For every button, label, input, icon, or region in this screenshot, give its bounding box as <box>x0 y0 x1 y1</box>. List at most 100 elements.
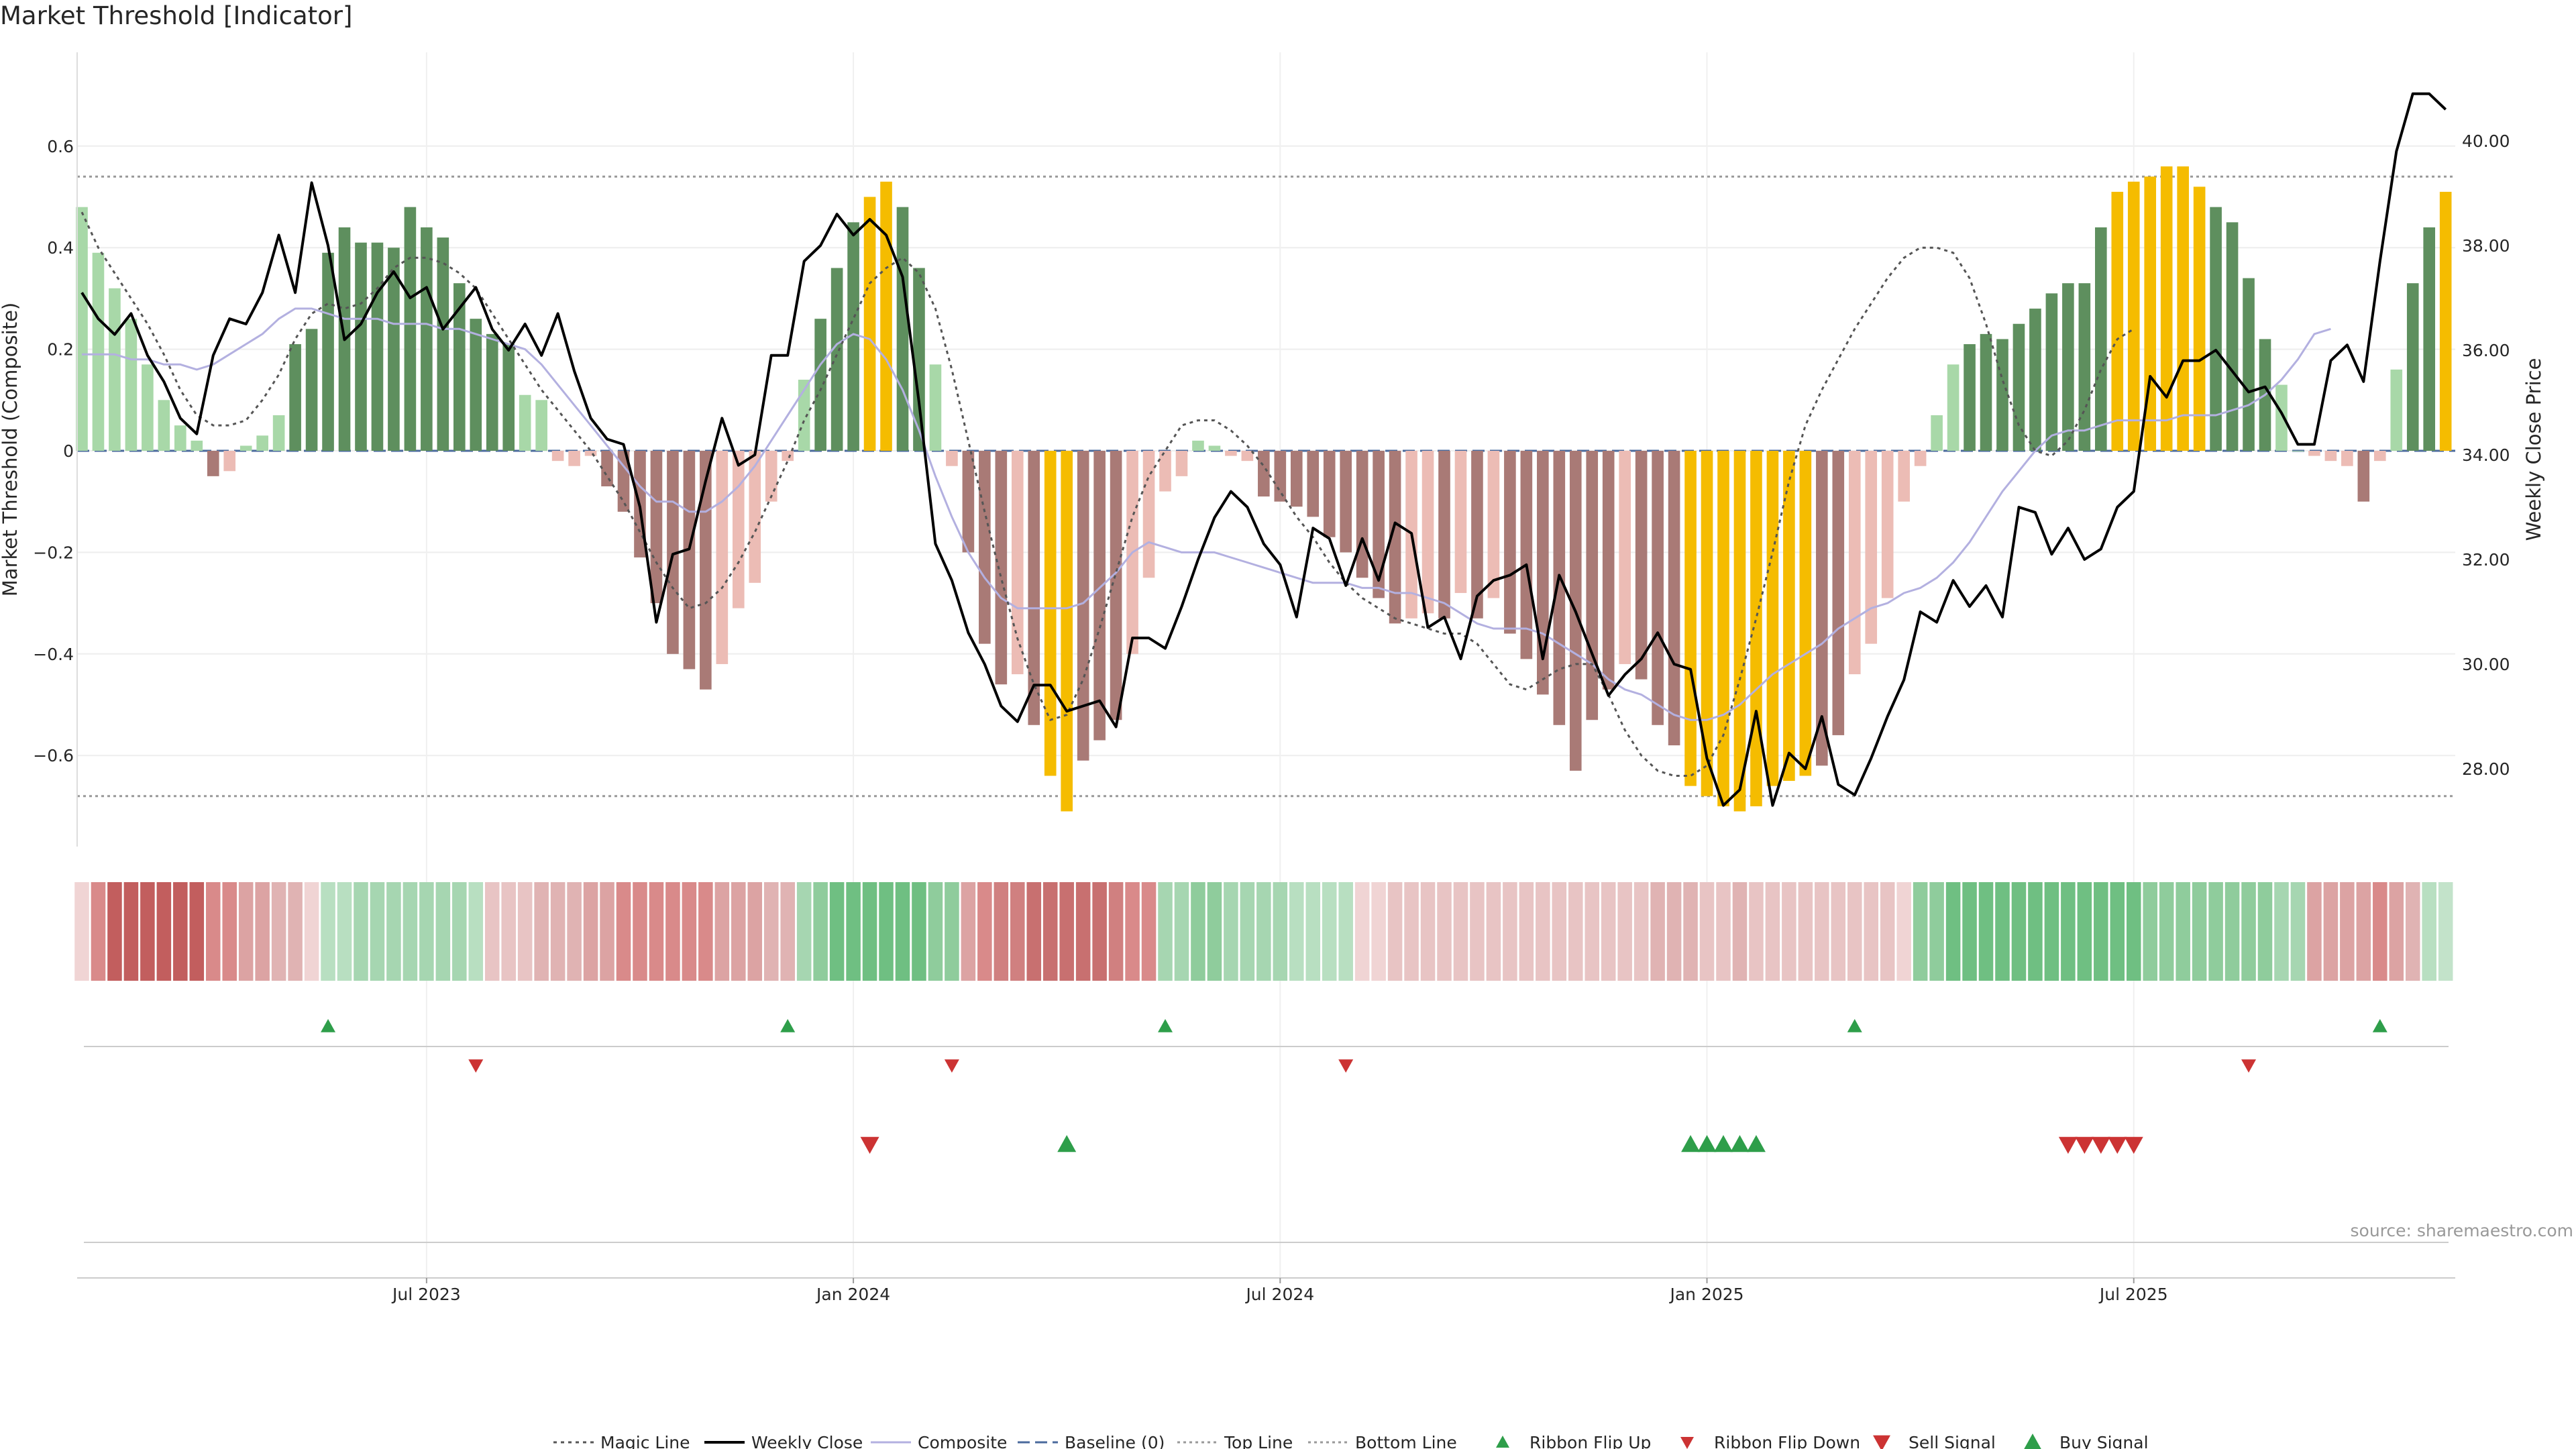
composite-bar <box>2029 309 2041 451</box>
ribbon-cell <box>370 882 385 981</box>
ribbon-cell <box>1798 882 1813 981</box>
composite-bar <box>1175 451 1188 476</box>
ribbon-cell <box>1240 882 1255 981</box>
ribbon-cell <box>337 882 352 981</box>
ribbon-cell <box>682 882 697 981</box>
ribbon-cell <box>665 882 680 981</box>
composite-bar <box>1340 451 1352 553</box>
ribbon-cell <box>796 882 812 981</box>
legend-label: Sell Signal <box>1909 1433 1996 1449</box>
composite-bar <box>979 451 991 644</box>
ribbon-cell <box>1536 882 1550 981</box>
composite-bar <box>1093 451 1106 741</box>
ribbon-cell <box>714 882 730 981</box>
ribbon-cell <box>1305 882 1321 981</box>
composite-bar <box>355 242 367 451</box>
composite-bar <box>1799 451 1812 776</box>
composite-bar <box>1225 451 1237 456</box>
composite-bar <box>305 329 318 451</box>
ribbon-cell <box>2290 882 2306 981</box>
ribbon-cell <box>1387 882 1403 981</box>
y-right-tick-label: 30.00 <box>2462 655 2510 674</box>
ribbon-cell <box>2340 882 2355 981</box>
composite-bars <box>76 166 2452 812</box>
ribbon-cell <box>1601 882 1616 981</box>
ribbon-cell <box>1404 882 1419 981</box>
composite-bar <box>1766 451 1779 786</box>
sell-signal-marker <box>2075 1136 2094 1154</box>
ribbon-cell <box>1732 882 1748 981</box>
composite-bar <box>1980 333 1992 451</box>
ribbon-cell <box>2323 882 2339 981</box>
source-note: source: sharemaestro.com <box>2350 1221 2574 1240</box>
composite-bar <box>1258 451 1270 497</box>
composite-bar <box>765 451 777 502</box>
composite-bar <box>76 207 88 451</box>
legend-label: Buy Signal <box>2059 1433 2149 1449</box>
ribbon-cell <box>994 882 1009 981</box>
ribbon-cell <box>484 882 500 981</box>
ribbon-cell <box>271 882 286 981</box>
ribbon-cell <box>1978 882 1994 981</box>
ribbon-cell <box>829 882 845 981</box>
ribbon-cell <box>1158 882 1173 981</box>
composite-bar <box>388 248 400 451</box>
ribbon-cell <box>354 882 368 981</box>
composite-bar <box>782 451 794 462</box>
composite-bar <box>437 237 449 451</box>
y-right-tick-label: 32.00 <box>2462 550 2510 570</box>
composite-bar <box>2226 222 2239 451</box>
composite-bar <box>125 319 138 451</box>
ribbon-cell <box>813 882 828 981</box>
composite-bar <box>1931 415 1943 451</box>
composite-bar <box>142 364 154 451</box>
ribbon-cell <box>1831 882 1846 981</box>
composite-bar <box>109 288 121 451</box>
ribbon-cell <box>1782 882 1796 981</box>
ribbon-cell <box>1470 882 1485 981</box>
composite-bar <box>2111 191 2124 451</box>
ribbon-cell <box>2373 882 2387 981</box>
composite-bar <box>207 451 219 476</box>
composite-bar <box>1635 451 1648 680</box>
composite-bar <box>1881 451 1894 598</box>
ribbon-cell <box>1568 882 1583 981</box>
ribbon-cell <box>1174 882 1189 981</box>
composite-bar <box>1323 451 1336 537</box>
composite-bar <box>2127 181 2140 451</box>
legend-label: Ribbon Flip Down <box>1714 1433 1860 1449</box>
legend-label: Bottom Line <box>1355 1433 1457 1449</box>
composite-bar <box>798 380 810 451</box>
ribbon-cell <box>2176 882 2190 981</box>
y-right-tick-label: 36.00 <box>2462 341 2510 360</box>
ribbon-cell <box>2241 882 2256 981</box>
ribbon-cell <box>222 882 237 981</box>
ribbon-cell <box>879 882 894 981</box>
composite-bar <box>1504 451 1516 634</box>
ribbon-cell <box>1749 882 1764 981</box>
y-right-axis-label: Weekly Close Price <box>2522 358 2545 541</box>
ribbon-cell <box>1322 882 1337 981</box>
composite-bar <box>1619 451 1631 664</box>
ribbon-cell <box>123 882 139 981</box>
composite-bar <box>535 400 547 451</box>
composite-bar <box>1274 451 1287 502</box>
sell-signal-marker <box>2058 1136 2078 1154</box>
composite-bar <box>1914 451 1927 466</box>
ribbon-cell <box>1945 882 1961 981</box>
legend-label: Magic Line <box>600 1433 690 1449</box>
ribbon-cell <box>205 882 221 981</box>
y-left-tick-label: 0.2 <box>47 340 74 360</box>
ribbon-cell <box>1042 882 1058 981</box>
composite-bar <box>650 451 663 604</box>
ribbon-cell <box>2044 882 2059 981</box>
x-tick-label: Jul 2024 <box>1244 1285 1314 1304</box>
legend-label: Composite <box>918 1433 1007 1449</box>
ribbon-cell <box>550 882 566 981</box>
composite-bar <box>1652 451 1664 725</box>
composite-bar <box>470 319 482 451</box>
sell-signal-marker <box>2091 1136 2110 1154</box>
ribbon-cell <box>1289 882 1304 981</box>
composite-bar <box>1011 451 1024 675</box>
